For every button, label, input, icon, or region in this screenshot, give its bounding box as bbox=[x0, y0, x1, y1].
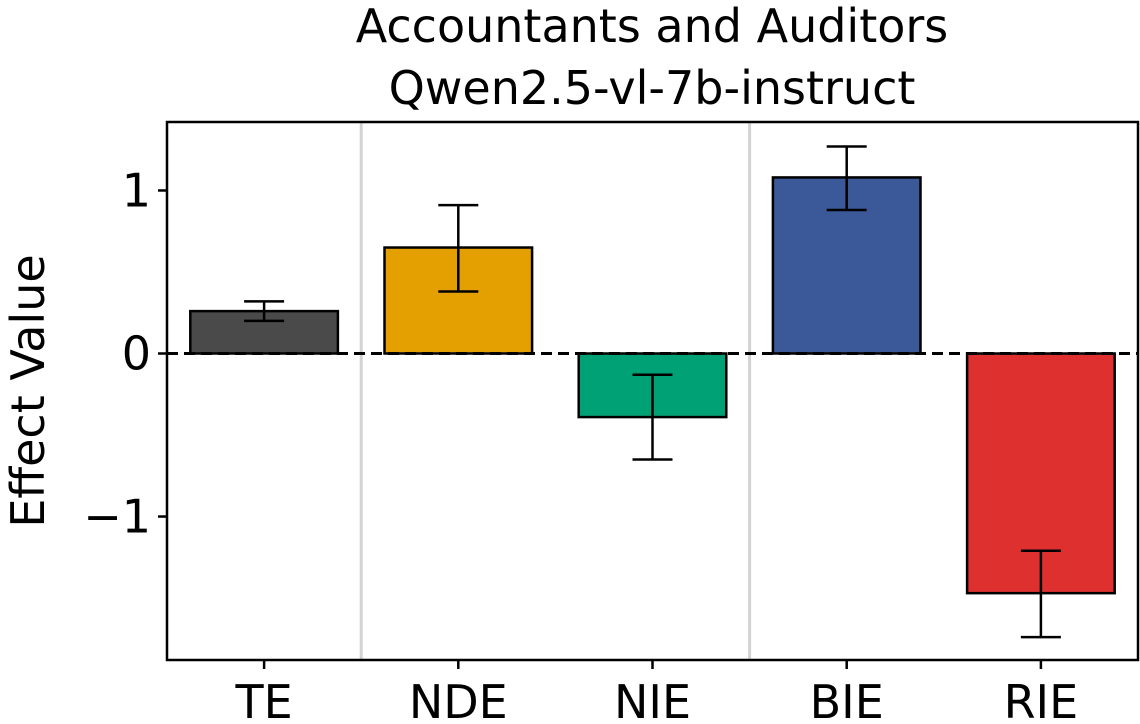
error-bar-te bbox=[244, 300, 285, 323]
x-tick-label-nie: NIE bbox=[614, 675, 691, 724]
y-tick-label-2: −1 bbox=[83, 490, 151, 544]
y-tick-label-0: 1 bbox=[122, 163, 151, 217]
error-bar-rie bbox=[1020, 549, 1061, 639]
error-bar-nie bbox=[632, 373, 673, 461]
x-tick-label-te: TE bbox=[235, 675, 293, 724]
y-tick-label-1: 0 bbox=[122, 327, 151, 381]
y-axis-label: Effect Value bbox=[1, 254, 55, 527]
x-tick-label-bie: BIE bbox=[810, 675, 884, 724]
chart-title-line-2: Qwen2.5-vl-7b-instruct bbox=[389, 61, 916, 115]
plot-area: 1 0 −1 TE NDE NIE BIE RIE bbox=[83, 120, 1140, 724]
chart-title-line-1: Accountants and Auditors bbox=[356, 0, 949, 53]
x-tick-label-rie: RIE bbox=[1004, 675, 1079, 724]
x-tick-label-nde: NDE bbox=[409, 675, 508, 724]
error-bar-nde bbox=[438, 203, 479, 293]
error-bar-bie bbox=[826, 145, 867, 212]
